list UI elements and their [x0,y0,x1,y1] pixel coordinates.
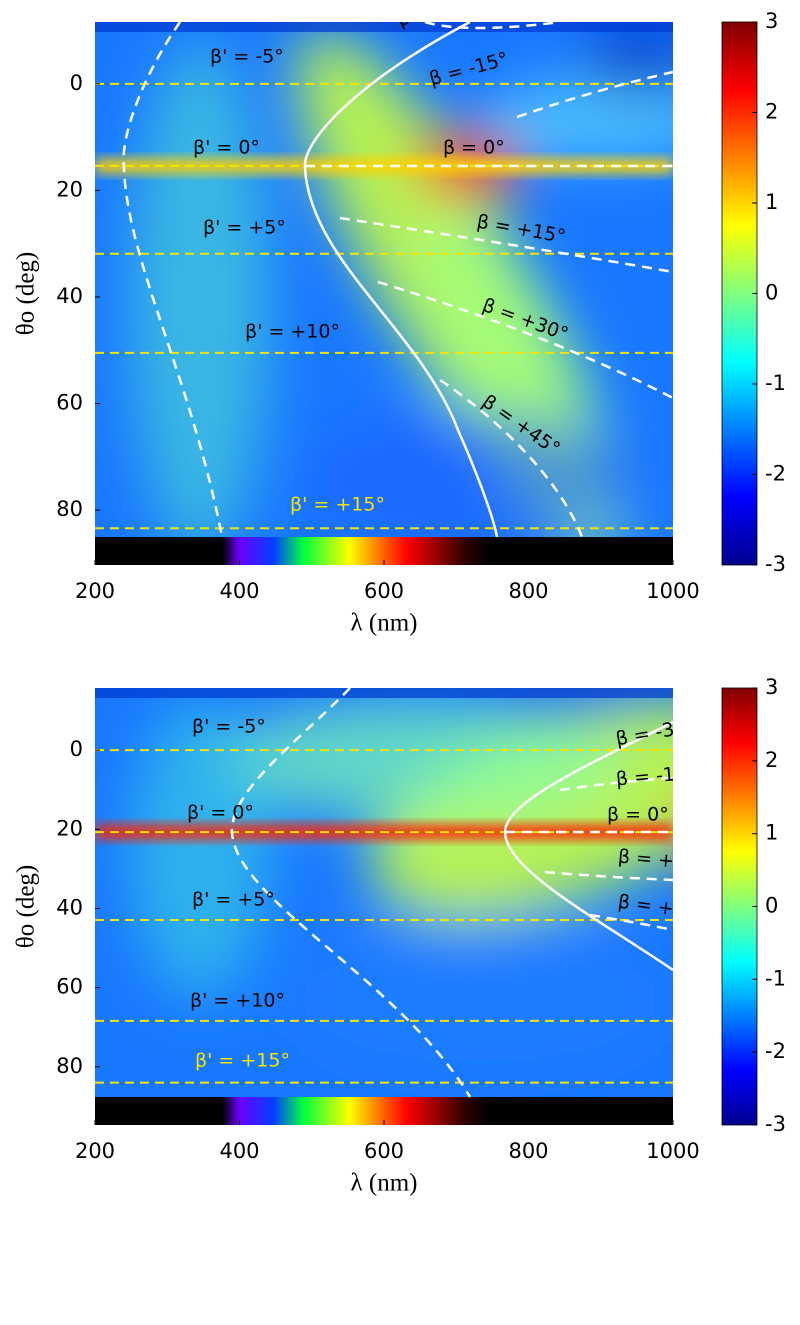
y-axis-label: θo (deg) [13,865,40,948]
dashed-curve [589,913,673,932]
colorbar-tick-label: -3 [765,1112,786,1136]
x-axis-label: λ (nm) [351,610,418,637]
heatmap-blobs [130,688,673,1080]
heatmap-region [580,22,673,100]
colorbar [721,21,758,566]
y-tick-label: 80 [56,1054,83,1078]
y-tick-label: 40 [56,895,83,919]
heatmap-region [280,920,673,1080]
heatmap: β' = -5° β' = 0° β' = +5° β' = +10° β' = +15… [95,22,673,565]
solid-curve [303,22,499,538]
y-tick-label: 60 [56,975,83,999]
heatmap-region [130,40,270,560]
dashed-curve [424,22,561,30]
y-tick-label: 60 [56,391,83,415]
annotation: β' = +15° [290,494,385,516]
heatmap-top [95,22,673,32]
solid-curve [503,720,673,972]
dashed-curve [377,280,673,400]
dashed-curve [516,70,673,119]
y-tick-label: 40 [56,284,83,308]
heatmap-top [95,688,673,698]
x-tick-label: 200 [75,579,115,603]
y-tick-label: 0 [70,737,83,761]
annotation: β' = 0° [187,802,254,824]
x-tick-label: 800 [508,1139,548,1163]
colorbar [721,687,758,1126]
x-tick-label: 400 [219,579,259,603]
heatmap-region [300,410,640,550]
colorbar-tick-label: -2 [765,1039,786,1063]
colorbar-tick-label: 2 [765,748,778,772]
x-tick-label: 1000 [646,1139,699,1163]
x-axis-label: λ (nm) [351,1170,418,1197]
annotation: β' = 0° [193,137,260,159]
annotation: β' = +15° [195,1050,290,1072]
heatmap-panel: β' = -5° β' = 0° β' = +5° β' = +10° β' = +15… [13,675,786,1197]
x-tick-label: 600 [364,579,404,603]
x-tick-label: 400 [219,1139,259,1163]
colorbar-tick-label: 0 [765,281,778,305]
colorbar-tick-label: 1 [765,190,778,214]
annotation: β' = +10° [190,990,285,1012]
heatmap: β' = -5° β' = 0° β' = +5° β' = +10° β' = +15… [95,688,673,1125]
colorbar-tick-label: 0 [765,894,778,918]
heatmap-region [480,688,640,720]
heatmap-region [130,700,270,1000]
colorbar-tick-label: -1 [765,371,786,395]
y-tick-label: 80 [56,497,83,521]
colorbar-tick-label: -1 [765,966,786,990]
colorbar-tick-label: 2 [765,100,778,124]
colorbar-tick-label: -2 [765,462,786,486]
y-tick-label: 20 [56,816,83,840]
annotation: β' = -5° [210,46,284,68]
colorbar-tick-label: 1 [765,821,778,845]
annotation: β' = -5° [192,716,266,738]
annotation: β' = +5° [192,889,275,911]
annotation: β = 0° [607,804,669,826]
annotation: β = 0° [443,137,505,159]
dashed-curve [230,688,472,1098]
x-tick-label: 1000 [646,579,699,603]
y-tick-label: 0 [70,71,83,95]
heatmap-region [220,700,620,820]
colorbar-tick-label: 3 [765,9,778,33]
colorbar-tick-label: 3 [765,675,778,699]
x-tick-label: 600 [364,1139,404,1163]
heatmap-panel: β' = -5° β' = 0° β' = +5° β' = +10° β' = +15… [13,9,786,637]
heatmap-region [480,80,673,160]
dashed-curve [122,22,224,538]
annotation: β' = +5° [203,217,286,239]
dashed-curve [339,216,673,274]
x-tick-label: 200 [75,1139,115,1163]
x-tick-label: 800 [508,579,548,603]
dashed-curve [559,776,673,792]
y-tick-label: 20 [56,177,83,201]
colorbar-tick-label: -3 [765,552,786,576]
annotation: β' = +10° [245,321,340,343]
y-axis-label: θo (deg) [13,252,40,335]
dashed-curve [439,378,584,538]
